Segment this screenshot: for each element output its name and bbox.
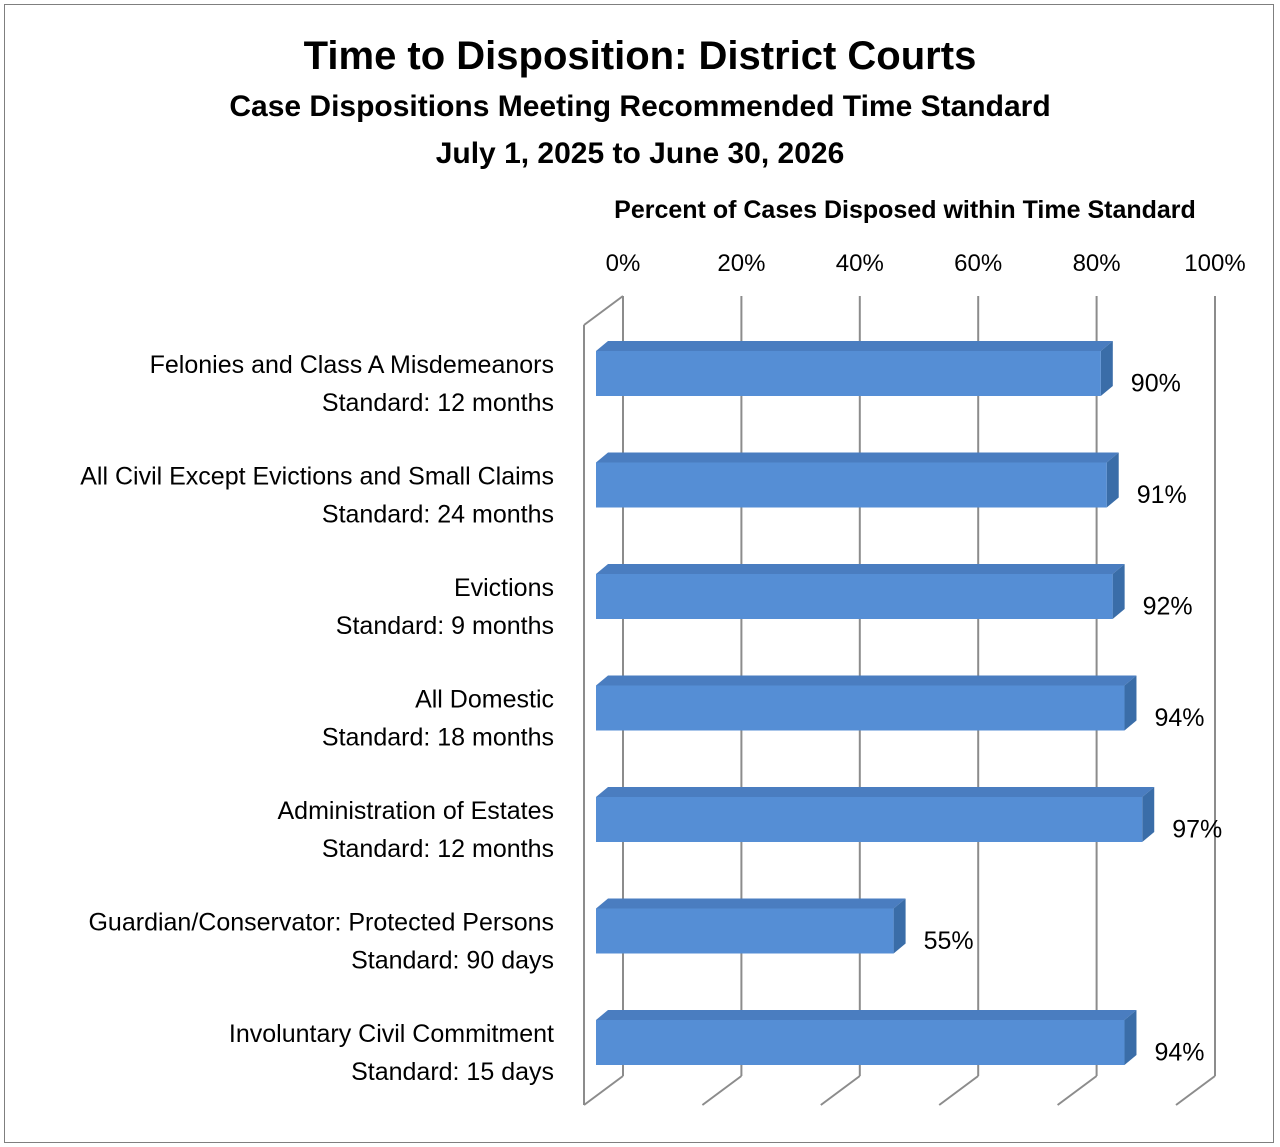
category-label: All Civil Except Evictions and Small Cla… xyxy=(80,463,554,491)
category-standard-label: Standard: 12 months xyxy=(322,835,554,863)
chart-date-range: July 1, 2025 to June 30, 2026 xyxy=(435,137,845,170)
category-label: Involuntary Civil Commitment xyxy=(229,1020,554,1048)
bar-top-face xyxy=(596,675,1137,686)
x-tick-label: 80% xyxy=(1073,250,1121,277)
bar-top-face xyxy=(596,1010,1137,1020)
bar-side-face xyxy=(1142,787,1155,842)
bar-top-face xyxy=(596,564,1125,574)
category-standard-label: Standard: 90 days xyxy=(351,947,554,975)
category-label: Evictions xyxy=(454,574,554,602)
bar-top-face xyxy=(596,898,906,909)
chart-subtitle: Case Dispositions Meeting Recommended Ti… xyxy=(229,90,1051,123)
floor-gridline xyxy=(701,1075,742,1106)
floor-gridline xyxy=(820,1075,861,1106)
bar xyxy=(596,908,894,954)
x-tick-label: 0% xyxy=(606,250,641,277)
floor-gridline xyxy=(938,1075,979,1106)
category-standard-label: Standard: 9 months xyxy=(336,612,554,640)
tick-label-layer: 0% 20% 40% 60% 80% 100% xyxy=(606,250,1246,277)
floor-gridline xyxy=(583,1075,624,1106)
bar-side-face xyxy=(1124,1010,1137,1065)
category-standard-label: Standard: 12 months xyxy=(322,389,554,417)
x-tick-label: 100% xyxy=(1184,250,1245,277)
data-label: 90% xyxy=(1131,370,1181,398)
data-label: 94% xyxy=(1154,1039,1204,1067)
x-axis-label: Percent of Cases Disposed within Time St… xyxy=(614,196,1196,224)
bar xyxy=(596,685,1125,731)
category-label: Administration of Estates xyxy=(277,797,554,825)
data-label: 97% xyxy=(1172,816,1222,844)
chart-title: Time to Disposition: District Courts xyxy=(303,34,977,78)
bar-top-face xyxy=(596,787,1155,797)
x-tick-label: 60% xyxy=(954,250,1002,277)
bar xyxy=(596,574,1113,619)
bar-top-face xyxy=(596,452,1119,463)
bar-side-face xyxy=(1124,675,1137,731)
bar-top-face xyxy=(596,341,1113,351)
bar-side-face xyxy=(1100,341,1113,396)
data-label: 91% xyxy=(1137,481,1187,509)
category-standard-label: Standard: 18 months xyxy=(322,724,554,752)
floor-gridline xyxy=(1175,1075,1216,1106)
bar xyxy=(596,1020,1125,1065)
bar xyxy=(596,351,1101,396)
bar-side-face xyxy=(893,898,906,954)
category-standard-label: Standard: 24 months xyxy=(322,501,554,529)
bar-layer: 90% 91% 92% 94% 97% 55% 94% xyxy=(596,341,1222,1067)
category-label: All Domestic xyxy=(415,686,554,714)
bar-side-face xyxy=(1112,564,1125,619)
x-tick-label: 20% xyxy=(717,250,765,277)
bar xyxy=(596,462,1107,508)
side-wall-top-edge xyxy=(583,295,624,326)
category-label-layer: Felonies and Class A Misdemeanors Standar… xyxy=(80,351,554,1086)
category-label: Felonies and Class A Misdemeanors xyxy=(150,351,554,379)
bar-side-face xyxy=(1106,452,1119,508)
category-standard-label: Standard: 15 days xyxy=(351,1058,554,1086)
bar xyxy=(596,797,1143,842)
data-label: 94% xyxy=(1154,704,1204,732)
x-tick-label: 40% xyxy=(836,250,884,277)
floor-gridline xyxy=(1057,1075,1098,1106)
category-label: Guardian/Conservator: Protected Persons xyxy=(88,909,554,937)
data-label: 92% xyxy=(1143,593,1193,621)
data-label: 55% xyxy=(924,927,974,955)
